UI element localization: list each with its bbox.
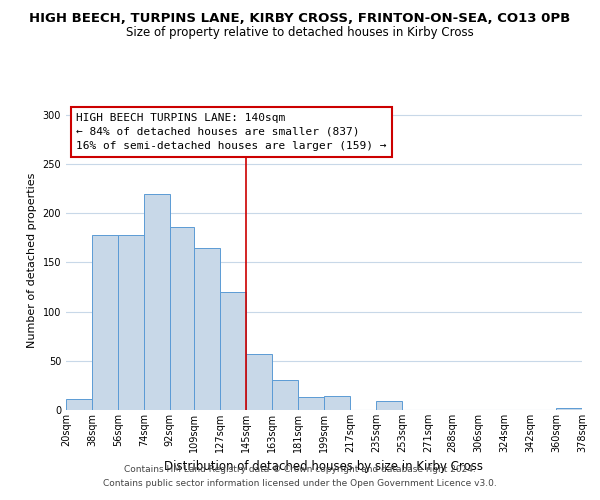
X-axis label: Distribution of detached houses by size in Kirby Cross: Distribution of detached houses by size … [164, 460, 484, 473]
Text: Size of property relative to detached houses in Kirby Cross: Size of property relative to detached ho… [126, 26, 474, 39]
Bar [92, 235, 118, 410]
Text: HIGH BEECH, TURPINS LANE, KIRBY CROSS, FRINTON-ON-SEA, CO13 0PB: HIGH BEECH, TURPINS LANE, KIRBY CROSS, F… [29, 12, 571, 26]
Bar [376, 401, 401, 410]
Bar [170, 227, 194, 410]
Text: HIGH BEECH TURPINS LANE: 140sqm
← 84% of detached houses are smaller (837)
16% o: HIGH BEECH TURPINS LANE: 140sqm ← 84% of… [76, 113, 387, 151]
Y-axis label: Number of detached properties: Number of detached properties [27, 172, 37, 348]
Bar [556, 408, 582, 410]
Bar [298, 397, 324, 410]
Bar [324, 396, 350, 410]
Bar [247, 354, 272, 410]
Bar [272, 380, 298, 410]
Bar [144, 194, 170, 410]
Bar [118, 235, 143, 410]
Text: Contains HM Land Registry data © Crown copyright and database right 2024.
Contai: Contains HM Land Registry data © Crown c… [103, 466, 497, 487]
Bar [194, 248, 220, 410]
Bar [66, 399, 92, 410]
Bar [220, 292, 246, 410]
